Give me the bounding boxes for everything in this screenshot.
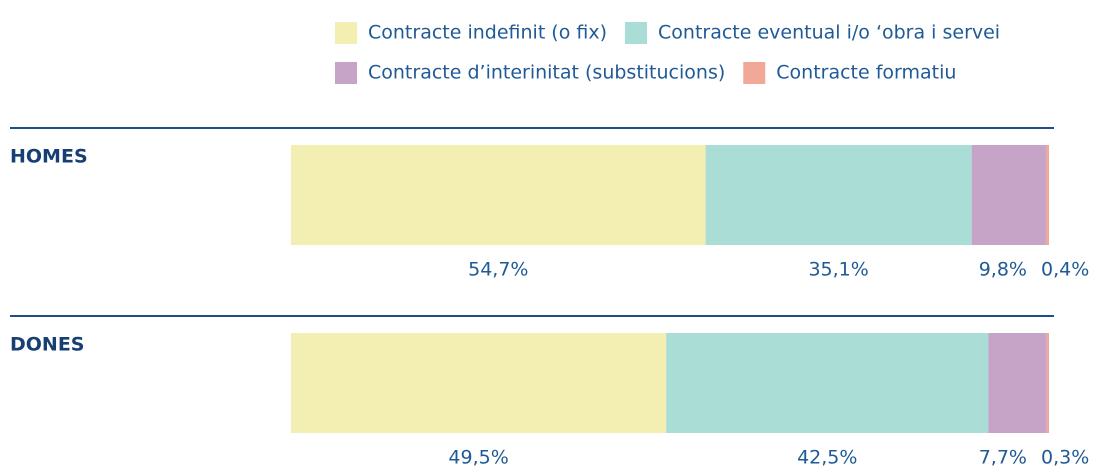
value-label: 35,1% <box>808 259 868 281</box>
category-label: DONES <box>10 334 85 356</box>
legend-label: Contracte d’interinitat (substitucions) <box>368 62 725 84</box>
value-label: 42,5% <box>797 447 857 466</box>
legend-swatch <box>335 22 357 44</box>
legend-swatch <box>625 22 648 44</box>
value-label: 49,5% <box>448 447 508 466</box>
value-label: 0,4% <box>1041 259 1089 281</box>
legend-label: Contracte eventual i/o ‘obra i servei <box>658 22 1000 44</box>
value-label: 7,7% <box>979 447 1027 466</box>
bar-segment <box>1045 145 1049 245</box>
bar-segment <box>1046 333 1049 433</box>
value-label: 0,3% <box>1041 447 1089 466</box>
bar-segment <box>291 145 706 245</box>
category-label: HOMES <box>10 146 88 168</box>
legend-swatch <box>335 62 357 84</box>
bar-segment <box>705 145 972 245</box>
legend-swatch <box>743 62 766 84</box>
legend-label: Contracte indefinit (o fix) <box>368 22 607 44</box>
bar-segment <box>291 333 667 433</box>
bar-segment <box>971 145 1046 245</box>
value-label: 9,8% <box>979 259 1027 281</box>
bar-segment <box>666 333 989 433</box>
bar-segment <box>988 333 1047 433</box>
legend-label: Contracte formatiu <box>776 62 956 84</box>
value-label: 54,7% <box>468 259 528 281</box>
